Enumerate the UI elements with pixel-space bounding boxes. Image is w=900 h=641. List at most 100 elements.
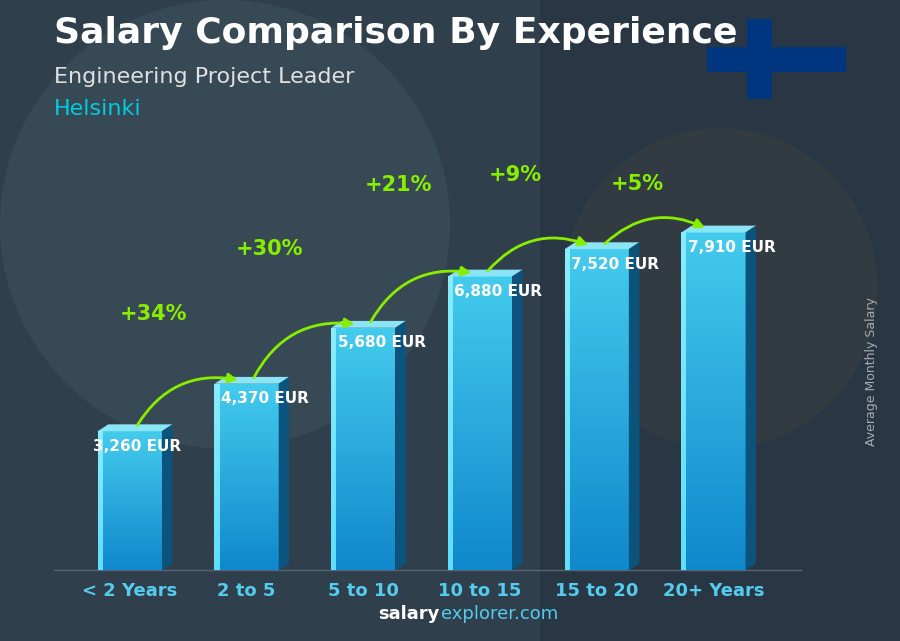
Bar (564, 450, 629, 454)
Bar (448, 479, 512, 482)
Bar (681, 520, 745, 524)
Bar (98, 534, 162, 536)
Bar (331, 419, 395, 422)
Bar (448, 387, 512, 390)
Polygon shape (512, 270, 523, 570)
Bar (681, 233, 745, 237)
Bar (564, 518, 629, 522)
Text: +5%: +5% (611, 174, 664, 194)
Bar (564, 326, 629, 329)
Bar (214, 415, 220, 421)
Bar (681, 356, 687, 368)
Bar (448, 537, 512, 541)
Bar (448, 310, 512, 313)
Bar (331, 392, 337, 401)
Bar (448, 420, 512, 424)
Bar (681, 422, 745, 427)
Bar (564, 297, 629, 301)
Bar (681, 469, 745, 473)
Bar (214, 390, 279, 393)
Bar (564, 345, 629, 349)
Bar (214, 501, 279, 503)
Bar (331, 562, 395, 565)
Bar (214, 475, 279, 477)
Bar (214, 447, 279, 449)
Bar (214, 547, 279, 549)
Bar (681, 296, 745, 300)
Bar (98, 463, 103, 469)
Bar (331, 358, 395, 361)
Bar (681, 233, 687, 244)
Bar (214, 421, 279, 424)
Bar (214, 491, 279, 494)
Bar (448, 526, 512, 530)
Bar (214, 559, 279, 561)
Bar (98, 474, 162, 476)
Bar (98, 497, 162, 499)
Bar (681, 478, 745, 482)
Bar (214, 386, 279, 388)
Bar (98, 518, 162, 520)
Polygon shape (564, 242, 639, 249)
Bar (681, 553, 745, 558)
Bar (331, 537, 395, 540)
Bar (331, 344, 337, 352)
Bar (214, 564, 220, 570)
Bar (98, 433, 162, 435)
Bar (564, 485, 570, 495)
Bar (564, 337, 629, 342)
Text: 5,680 EUR: 5,680 EUR (338, 335, 426, 351)
Bar (98, 569, 162, 570)
Bar (214, 430, 279, 433)
Bar (214, 490, 220, 495)
Bar (98, 515, 162, 517)
Bar (681, 367, 745, 372)
Bar (448, 409, 512, 412)
Bar (214, 528, 279, 531)
Bar (564, 313, 570, 324)
Bar (564, 495, 570, 506)
Polygon shape (629, 242, 639, 570)
Bar (331, 446, 395, 449)
Bar (331, 340, 395, 343)
Bar (564, 506, 629, 510)
Bar (448, 394, 453, 404)
Bar (98, 541, 162, 543)
Bar (564, 378, 570, 388)
Bar (331, 352, 337, 360)
Bar (214, 568, 279, 570)
Bar (564, 420, 570, 431)
Bar (681, 363, 745, 368)
Bar (98, 519, 103, 524)
Bar (214, 461, 279, 463)
Bar (331, 376, 395, 379)
Bar (681, 241, 745, 245)
Bar (681, 266, 745, 271)
Bar (564, 522, 629, 526)
Bar (214, 458, 279, 461)
Bar (214, 465, 220, 471)
Bar (98, 431, 103, 436)
Bar (98, 459, 162, 461)
Bar (564, 397, 629, 402)
Bar (448, 502, 453, 512)
Bar (98, 532, 162, 534)
Bar (331, 504, 395, 507)
Bar (98, 438, 162, 440)
Bar (448, 313, 512, 317)
Bar (448, 405, 512, 409)
Bar (681, 288, 687, 300)
Bar (98, 547, 103, 552)
Bar (98, 527, 162, 529)
Bar (564, 310, 629, 313)
Bar (681, 258, 745, 262)
Bar (214, 426, 279, 428)
Bar (214, 472, 279, 475)
Bar (448, 412, 512, 416)
Bar (681, 249, 745, 254)
Bar (214, 470, 279, 472)
Bar (98, 494, 162, 495)
Bar (331, 373, 395, 376)
Bar (331, 367, 395, 370)
Bar (564, 281, 629, 285)
